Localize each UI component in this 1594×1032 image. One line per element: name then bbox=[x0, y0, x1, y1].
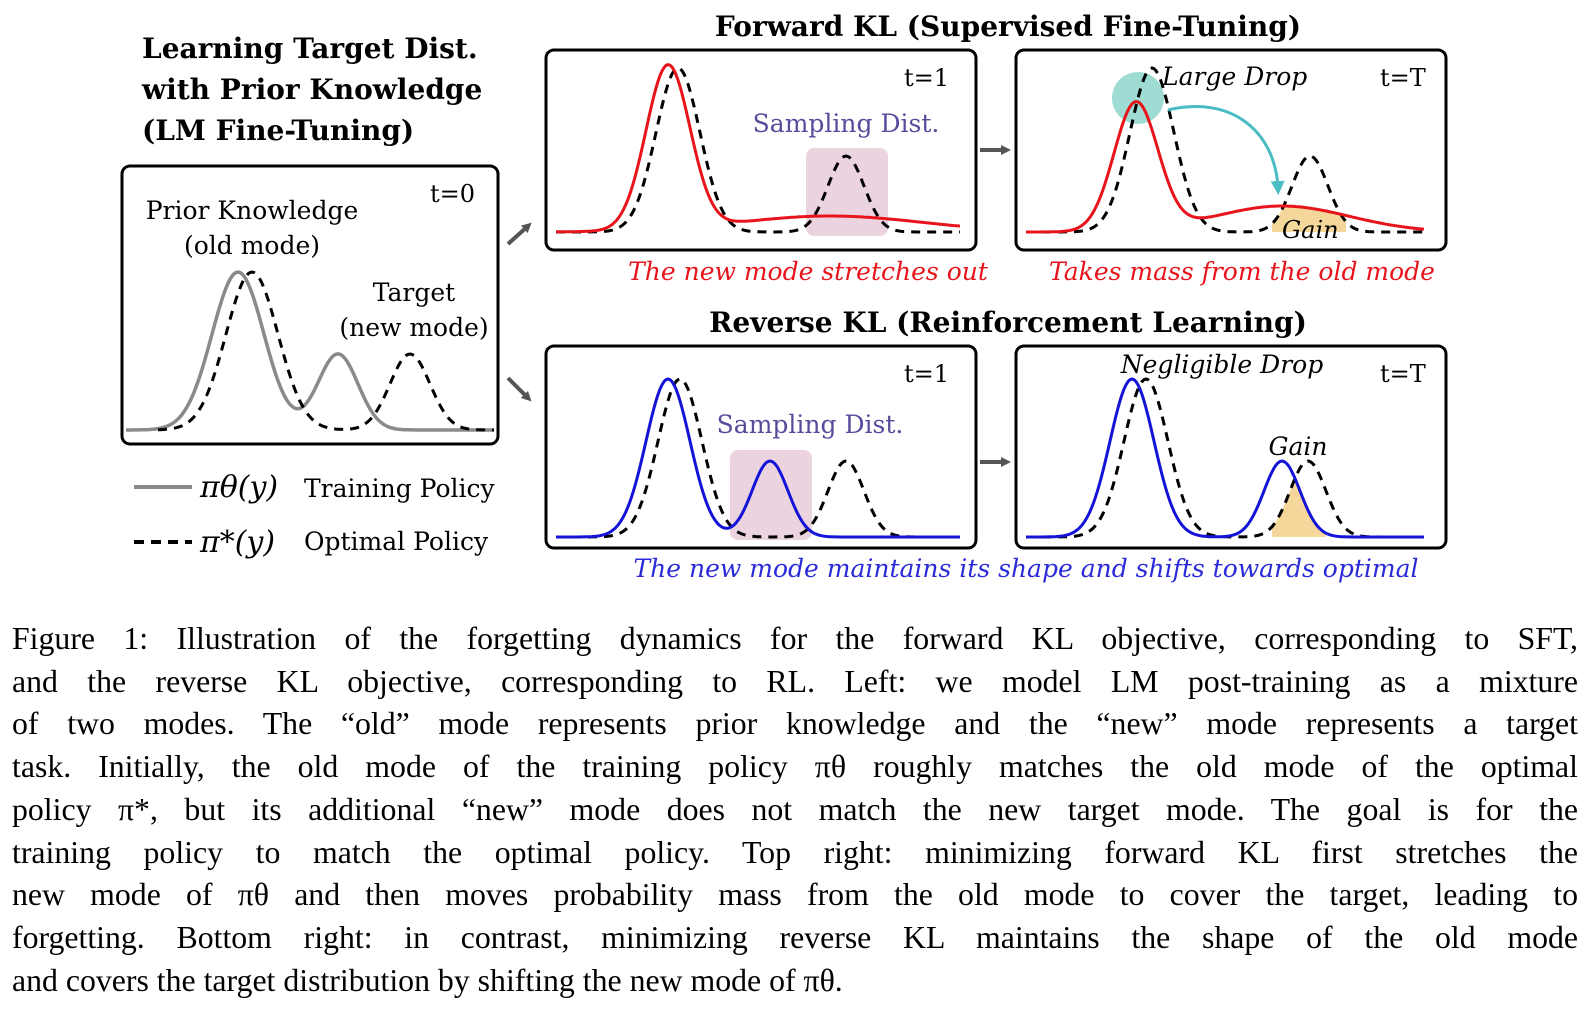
target-label-line-2: (new mode) bbox=[339, 313, 488, 342]
caption-line: Figure 1: Illustration of the forgetting… bbox=[12, 621, 1578, 656]
legend-training-symbol: πθ(y) bbox=[199, 470, 278, 505]
arrow-to-reverse bbox=[506, 376, 532, 402]
reverse-gain-region bbox=[1272, 480, 1326, 537]
left-panel-box bbox=[120, 164, 500, 446]
left-title: Learning Target Dist. with Prior Knowled… bbox=[141, 32, 482, 147]
legend-optimal-symbol: π*(y) bbox=[199, 525, 275, 560]
large-drop-highlight bbox=[1112, 72, 1164, 124]
left-time-label: t=0 bbox=[430, 180, 475, 208]
training-policy-curve-t0 bbox=[126, 270, 494, 432]
reverse-t1-box bbox=[544, 344, 978, 550]
caption-line: task. Initially, the old mode of the tra… bbox=[12, 749, 1578, 785]
forward-caption-right: Takes mass from the old mode bbox=[1049, 257, 1435, 286]
legend: πθ(y) Training Policy π*(y) Optimal Poli… bbox=[134, 470, 496, 560]
legend-optimal-label: Optimal Policy bbox=[304, 527, 489, 556]
forward-sampling-region bbox=[806, 148, 888, 236]
caption-line: forgetting. Bottom right: in contrast, m… bbox=[12, 919, 1578, 955]
reverse-t1-optimal-curve bbox=[556, 377, 960, 539]
left-title-line-1: Learning Target Dist. bbox=[142, 32, 478, 65]
reverse-sampling-label: Sampling Dist. bbox=[717, 410, 904, 439]
legend-training-label: Training Policy bbox=[304, 474, 496, 503]
caption-line: policy π*, but its additional “new” mode… bbox=[12, 791, 1578, 827]
reverse-title: Reverse KL (Reinforcement Learning) bbox=[709, 306, 1307, 339]
caption-line: training policy to match the optimal pol… bbox=[12, 834, 1578, 870]
left-title-line-2: with Prior Knowledge bbox=[141, 73, 482, 106]
optimal-policy-curve-t0 bbox=[157, 270, 494, 432]
reverse-tT-time: t=T bbox=[1380, 360, 1426, 388]
left-title-line-3: (LM Fine-Tuning) bbox=[142, 114, 414, 147]
caption-line: of two modes. The “old” mode represents … bbox=[12, 706, 1578, 742]
negligible-drop-label: Negligible Drop bbox=[1120, 350, 1323, 379]
forward-tT-box bbox=[1014, 48, 1448, 252]
figure-caption: Figure 1: Illustration of the forgetting… bbox=[12, 618, 1578, 1002]
forward-title: Forward KL (Supervised Fine-Tuning) bbox=[715, 10, 1301, 43]
forward-sampling-label: Sampling Dist. bbox=[753, 109, 940, 138]
forward-tT-training-curve bbox=[1026, 99, 1425, 234]
reverse-tT-optimal-curve bbox=[1026, 377, 1424, 539]
large-drop-label: Large Drop bbox=[1161, 62, 1307, 91]
forward-caption-left: The new mode stretches out bbox=[628, 257, 989, 286]
mass-transfer-arrow bbox=[1167, 105, 1285, 195]
target-label-line-1: Target bbox=[373, 278, 455, 307]
reverse-gain-label: Gain bbox=[1269, 432, 1328, 461]
reverse-t1-training-curve bbox=[556, 377, 960, 539]
forward-t1-optimal-curve bbox=[556, 66, 960, 234]
forward-t1-training-curve bbox=[556, 63, 961, 234]
prior-label-line-1: Prior Knowledge bbox=[146, 196, 359, 225]
reverse-t1-time: t=1 bbox=[904, 360, 949, 388]
forward-t1-box bbox=[544, 48, 978, 252]
reverse-tT-box bbox=[1014, 344, 1448, 550]
reverse-caption: The new mode maintains its shape and shi… bbox=[634, 554, 1419, 583]
arrow-to-forward bbox=[506, 222, 532, 246]
figure-diagram: Learning Target Dist. with Prior Knowled… bbox=[120, 10, 1448, 583]
prior-label-line-2: (old mode) bbox=[184, 231, 320, 260]
caption-line: new mode of πθ and then moves probabilit… bbox=[12, 877, 1578, 913]
reverse-sampling-region bbox=[730, 450, 812, 540]
forward-tT-time: t=T bbox=[1380, 64, 1426, 92]
forward-tT-optimal-curve bbox=[1026, 66, 1424, 234]
caption-line: and covers the target distribution by sh… bbox=[12, 962, 843, 998]
caption-line: and the reverse KL objective, correspond… bbox=[12, 663, 1578, 699]
forward-t1-time: t=1 bbox=[904, 64, 949, 92]
forward-gain-label: Gain bbox=[1282, 216, 1339, 244]
reverse-tT-training-curve bbox=[1026, 377, 1424, 539]
